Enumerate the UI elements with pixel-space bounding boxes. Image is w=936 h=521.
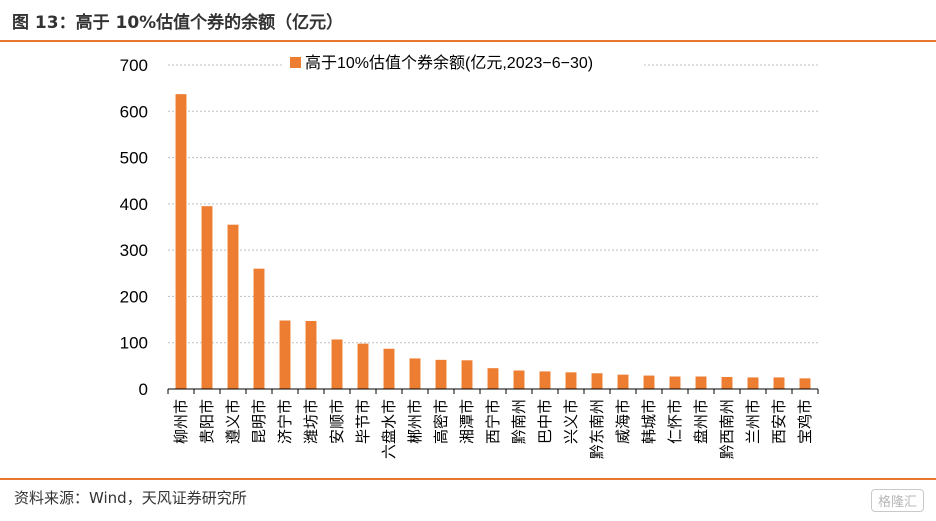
x-tick-label: 济宁市 <box>276 399 294 444</box>
bar-济宁市 <box>279 320 291 389</box>
y-tick-label: 200 <box>120 287 148 306</box>
y-tick-label: 400 <box>120 195 148 214</box>
bar-威海市 <box>617 374 629 389</box>
bar-黔东南州 <box>591 373 603 389</box>
x-tick-label: 韩城市 <box>640 399 658 444</box>
x-tick-label: 安顺市 <box>328 399 346 444</box>
bar-遵义市 <box>227 224 239 389</box>
bar-宝鸡市 <box>799 378 811 389</box>
x-tick-label: 巴中市 <box>536 399 554 444</box>
bar-西安市 <box>773 377 785 389</box>
bar-湘潭市 <box>461 360 473 389</box>
bars <box>175 94 811 389</box>
y-tick-label: 0 <box>139 380 148 399</box>
y-tick-label: 500 <box>120 149 148 168</box>
x-tick-label: 六盘水市 <box>380 399 398 459</box>
x-axis: 柳州市 贵阳市 遵义市 昆明市 济宁市 潍坊市 安顺市 毕节市 六盘水市 郴州市 高密市 湘潭市 西宁市… <box>167 388 819 459</box>
source-note: 资料来源：Wind，天风证券研究所 <box>14 489 247 507</box>
x-tick-label: 昆明市 <box>250 399 268 444</box>
y-axis: 0 100 200 300 400 500 600 700 <box>120 56 148 399</box>
bar-柳州市 <box>175 94 187 389</box>
bar-仁怀市 <box>669 376 681 389</box>
bar-毕节市 <box>357 343 369 389</box>
bottom-rule <box>0 478 936 480</box>
x-tick-label: 柳州市 <box>172 399 190 444</box>
legend-label: 高于10%估值个券余额(亿元,2023−6−30) <box>305 53 593 72</box>
x-tick-label: 西宁市 <box>484 399 502 444</box>
bar-西宁市 <box>487 368 499 389</box>
bar-黔南州 <box>513 370 525 389</box>
legend: 高于10%估值个券余额(亿元,2023−6−30) <box>290 53 593 72</box>
x-tick-label: 仁怀市 <box>666 399 684 444</box>
gridlines <box>168 52 818 344</box>
x-tick-label: 贵阳市 <box>198 399 216 444</box>
x-tick-label: 兴义市 <box>562 399 580 444</box>
x-tick-label: 遵义市 <box>224 399 242 444</box>
bar-六盘水市 <box>383 348 395 389</box>
bar-高密市 <box>435 359 447 389</box>
legend-swatch <box>290 57 301 68</box>
x-tick-label: 郴州市 <box>406 399 424 444</box>
x-tick-label: 盘州市 <box>692 399 710 444</box>
x-tick-label: 湘潭市 <box>458 399 476 444</box>
x-tick-label: 高密市 <box>432 399 450 444</box>
bar-兴义市 <box>565 372 577 389</box>
x-tick-label: 黔东南州 <box>588 399 606 459</box>
x-tick-label: 兰州市 <box>744 399 762 444</box>
bar-昆明市 <box>253 268 265 389</box>
bar-chart: 0 100 200 300 400 500 600 700 柳州市 贵阳市 遵义市 昆明市 济宁市 潍坊… <box>120 52 819 459</box>
y-tick-label: 600 <box>120 102 148 121</box>
chart-title: 图 13：高于 10%估值个券的余额（亿元） <box>12 13 344 33</box>
x-tick-label: 潍坊市 <box>302 399 320 444</box>
x-tick-label: 西安市 <box>770 399 788 444</box>
bar-盘州市 <box>695 376 707 389</box>
bar-潍坊市 <box>305 320 317 389</box>
watermark-logo: 格隆汇 <box>870 489 924 512</box>
bar-兰州市 <box>747 377 759 389</box>
bar-郴州市 <box>409 358 421 389</box>
bar-韩城市 <box>643 375 655 389</box>
x-tick-label: 黔南州 <box>510 399 528 444</box>
x-tick-label: 毕节市 <box>354 399 372 444</box>
y-tick-label: 100 <box>120 334 148 353</box>
bar-巴中市 <box>539 371 551 389</box>
x-tick-label: 黔西南州 <box>718 399 736 459</box>
y-tick-label: 700 <box>120 56 148 75</box>
bar-安顺市 <box>331 339 343 389</box>
bar-贵阳市 <box>201 206 213 389</box>
x-tick-label: 威海市 <box>614 399 632 444</box>
top-rule <box>0 40 936 42</box>
x-tick-label: 宝鸡市 <box>796 399 814 444</box>
bar-黔西南州 <box>721 376 733 389</box>
y-tick-label: 300 <box>120 241 148 260</box>
